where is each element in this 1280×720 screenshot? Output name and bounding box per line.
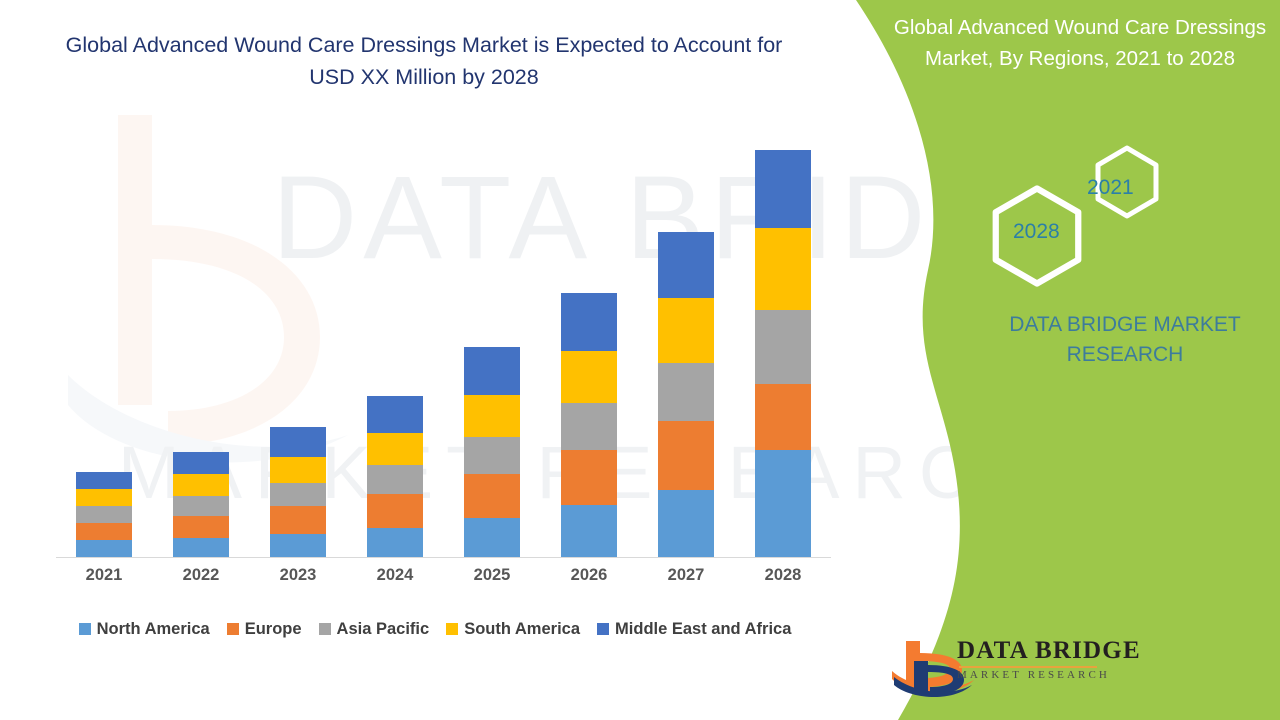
bar-segment-asia-pacific	[76, 506, 132, 523]
bar-segment-europe	[755, 383, 811, 450]
bar-2024	[367, 395, 423, 558]
logo-subtitle: MARKET RESEARCH	[957, 669, 1110, 681]
bar-segment-south-america	[658, 297, 714, 363]
bar-2028	[755, 150, 811, 558]
legend-item-europe[interactable]: Europe	[226, 619, 302, 639]
bar-segment-south-america	[173, 474, 229, 497]
bar-segment-middle-east-and-africa	[561, 293, 617, 351]
legend-swatch-icon	[318, 623, 331, 635]
brand-text-line2: RESEARCH	[1066, 343, 1184, 367]
bar-segment-europe	[464, 474, 520, 519]
x-axis-labels: 2021 2022 2023 2024 2025 2026 2027 2028	[56, 566, 831, 596]
x-axis-label-2021: 2021	[85, 566, 123, 584]
hexagon-label-start: 2021	[1087, 176, 1134, 199]
bar-2021	[76, 472, 132, 558]
x-axis-label-2026: 2026	[570, 566, 608, 584]
bar-segment-north-america	[173, 538, 229, 558]
bar-segment-north-america	[367, 528, 423, 558]
green-side-panel	[856, 0, 1280, 720]
legend-label: North America	[96, 619, 210, 638]
hexagon-group: 2021 2028	[975, 138, 1205, 298]
logo-title: DATA BRIDGE	[957, 637, 1141, 664]
right-panel-title: Global Advanced Wound Care Dressings Mar…	[893, 16, 1267, 71]
bar-2022	[173, 452, 229, 558]
bar-segment-europe	[270, 506, 326, 534]
bar-segment-middle-east-and-africa	[76, 472, 132, 489]
bar-segment-europe	[561, 449, 617, 506]
bar-segment-middle-east-and-africa	[270, 426, 326, 457]
x-axis-label-2022: 2022	[182, 566, 220, 584]
bar-segment-asia-pacific	[755, 309, 811, 384]
brand-text-line1: DATA BRIDGE MARKET	[1009, 313, 1241, 336]
bar-segment-north-america	[464, 518, 520, 558]
x-axis-label-2025: 2025	[473, 566, 511, 584]
bar-2027	[658, 231, 714, 558]
x-axis-label-2027: 2027	[667, 566, 705, 584]
logo-text-group: DATA BRIDGE MARKET RESEARCH	[957, 638, 1141, 681]
hexagon-shapes-icon	[992, 145, 1159, 287]
bar-segment-middle-east-and-africa	[755, 150, 811, 229]
bar-segment-middle-east-and-africa	[464, 347, 520, 395]
legend-swatch-icon	[78, 623, 91, 635]
legend-item-middle-east-and-africa[interactable]: Middle East and Africa	[597, 620, 791, 639]
bar-segment-north-america	[658, 489, 714, 558]
bar-segment-europe	[76, 522, 132, 541]
data-bridge-logo-icon	[892, 641, 974, 697]
legend-label: Europe	[244, 619, 302, 638]
bar-chart-plot	[56, 150, 831, 558]
legend-item-north-america[interactable]: North America	[78, 619, 210, 639]
x-axis-line	[56, 557, 831, 558]
bar-segment-south-america	[755, 228, 811, 310]
logo-divider	[959, 666, 1097, 668]
bar-segment-south-america	[561, 350, 617, 403]
bar-segment-south-america	[76, 488, 132, 507]
x-axis-label-2024: 2024	[376, 566, 414, 584]
legend-label: South America	[464, 619, 581, 638]
bar-segment-north-america	[755, 449, 811, 558]
bar-segment-middle-east-and-africa	[658, 231, 714, 298]
bar-segment-europe	[367, 494, 423, 529]
legend-label: Middle East and Africa	[615, 619, 792, 638]
bar-segment-europe	[173, 516, 229, 539]
hexagon-label-end: 2028	[1013, 220, 1060, 243]
bar-2023	[270, 426, 326, 558]
bar-segment-europe	[658, 421, 714, 490]
bar-segment-asia-pacific	[464, 436, 520, 475]
legend-item-asia-pacific[interactable]: Asia Pacific	[318, 619, 430, 639]
bar-2025	[464, 347, 520, 558]
bar-segment-south-america	[464, 394, 520, 437]
bar-segment-north-america	[561, 505, 617, 558]
x-axis-label-2023: 2023	[279, 566, 317, 584]
x-axis-label-2028: 2028	[764, 566, 802, 584]
legend-swatch-icon	[446, 623, 459, 635]
bar-segment-asia-pacific	[367, 465, 423, 495]
bar-segment-asia-pacific	[658, 362, 714, 422]
bar-segment-north-america	[76, 540, 132, 558]
bar-segment-asia-pacific	[270, 483, 326, 507]
bar-segment-middle-east-and-africa	[367, 395, 423, 434]
bar-segment-south-america	[270, 456, 326, 483]
legend-item-south-america[interactable]: South America	[446, 620, 580, 639]
bar-segment-middle-east-and-africa	[173, 452, 229, 475]
chart-title: Global Advanced Wound Care Dressings Mar…	[65, 33, 783, 89]
bar-segment-north-america	[270, 533, 326, 558]
bar-segment-asia-pacific	[173, 496, 229, 517]
chart-legend: North America Europe Asia Pacific South Ame…	[56, 616, 831, 642]
brand-text: DATA BRIDGE MARKET RESEARCH	[930, 310, 1280, 371]
legend-label: Asia Pacific	[336, 619, 430, 638]
bar-2026	[561, 293, 617, 558]
bar-segment-south-america	[367, 433, 423, 466]
legend-swatch-icon	[226, 623, 239, 635]
bar-segment-asia-pacific	[561, 402, 617, 450]
legend-swatch-icon	[597, 623, 610, 635]
